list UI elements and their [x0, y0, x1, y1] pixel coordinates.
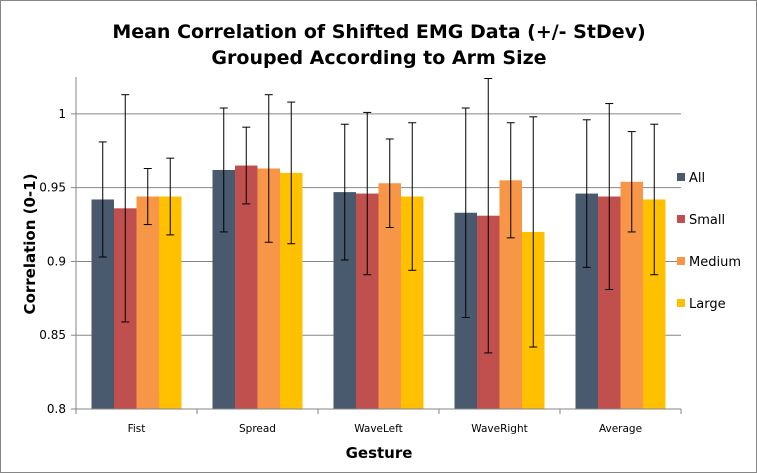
bar-medium: [378, 183, 401, 409]
x-category-label: Average: [599, 423, 642, 435]
y-tick-label: 1: [58, 107, 66, 121]
chart-title-line-2: Grouped According to Arm Size: [211, 47, 546, 69]
bar-small: [356, 193, 379, 409]
chart-title-line-1: Mean Correlation of Shifted EMG Data (+/…: [112, 21, 645, 43]
x-category-label: Spread: [239, 423, 276, 435]
legend-swatch-small: [677, 215, 685, 223]
bar-medium: [499, 180, 522, 409]
legend-swatch-all: [677, 173, 685, 181]
x-category-label: Fist: [128, 423, 146, 435]
legend-label-large: Large: [689, 297, 726, 312]
bar-all: [212, 169, 235, 409]
error-bars: [98, 77, 659, 354]
bar-large: [159, 196, 182, 409]
bars: [91, 165, 666, 409]
bar-large: [280, 172, 303, 409]
bar-medium: [257, 168, 280, 409]
bar-all: [91, 199, 114, 409]
legend-label-small: Small: [689, 213, 725, 228]
legend-label-medium: Medium: [689, 255, 741, 270]
bar-all: [575, 193, 598, 409]
y-tick-label: 0.8: [47, 402, 66, 416]
bar-large: [401, 196, 424, 409]
y-tick-label: 0.95: [39, 181, 66, 195]
bar-large: [643, 199, 666, 409]
legend-swatch-medium: [677, 257, 685, 265]
axes: 0.8 0.85 0.9 0.95 1 Fist Spread WaveLeft WaveRig…: [39, 77, 682, 435]
legend-swatch-large: [677, 299, 685, 307]
x-axis-title: Gesture: [346, 444, 413, 462]
x-category-label: WaveLeft: [354, 423, 403, 435]
bar-all: [333, 192, 356, 409]
y-axis-title: Correlation (0-1): [21, 174, 39, 315]
bar-small: [235, 165, 258, 409]
bar-medium: [620, 181, 643, 409]
y-tick-label: 0.85: [39, 328, 66, 342]
y-tick-label: 0.9: [47, 254, 66, 268]
bar-medium: [136, 196, 159, 409]
x-category-label: WaveRight: [471, 423, 527, 435]
legend: All Small Medium Large: [677, 171, 741, 312]
bar-small: [598, 196, 621, 409]
legend-label-all: All: [689, 171, 705, 186]
